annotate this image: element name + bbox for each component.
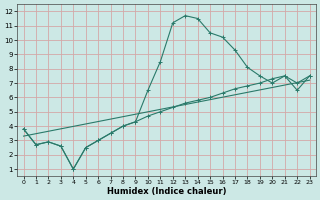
X-axis label: Humidex (Indice chaleur): Humidex (Indice chaleur): [107, 187, 226, 196]
